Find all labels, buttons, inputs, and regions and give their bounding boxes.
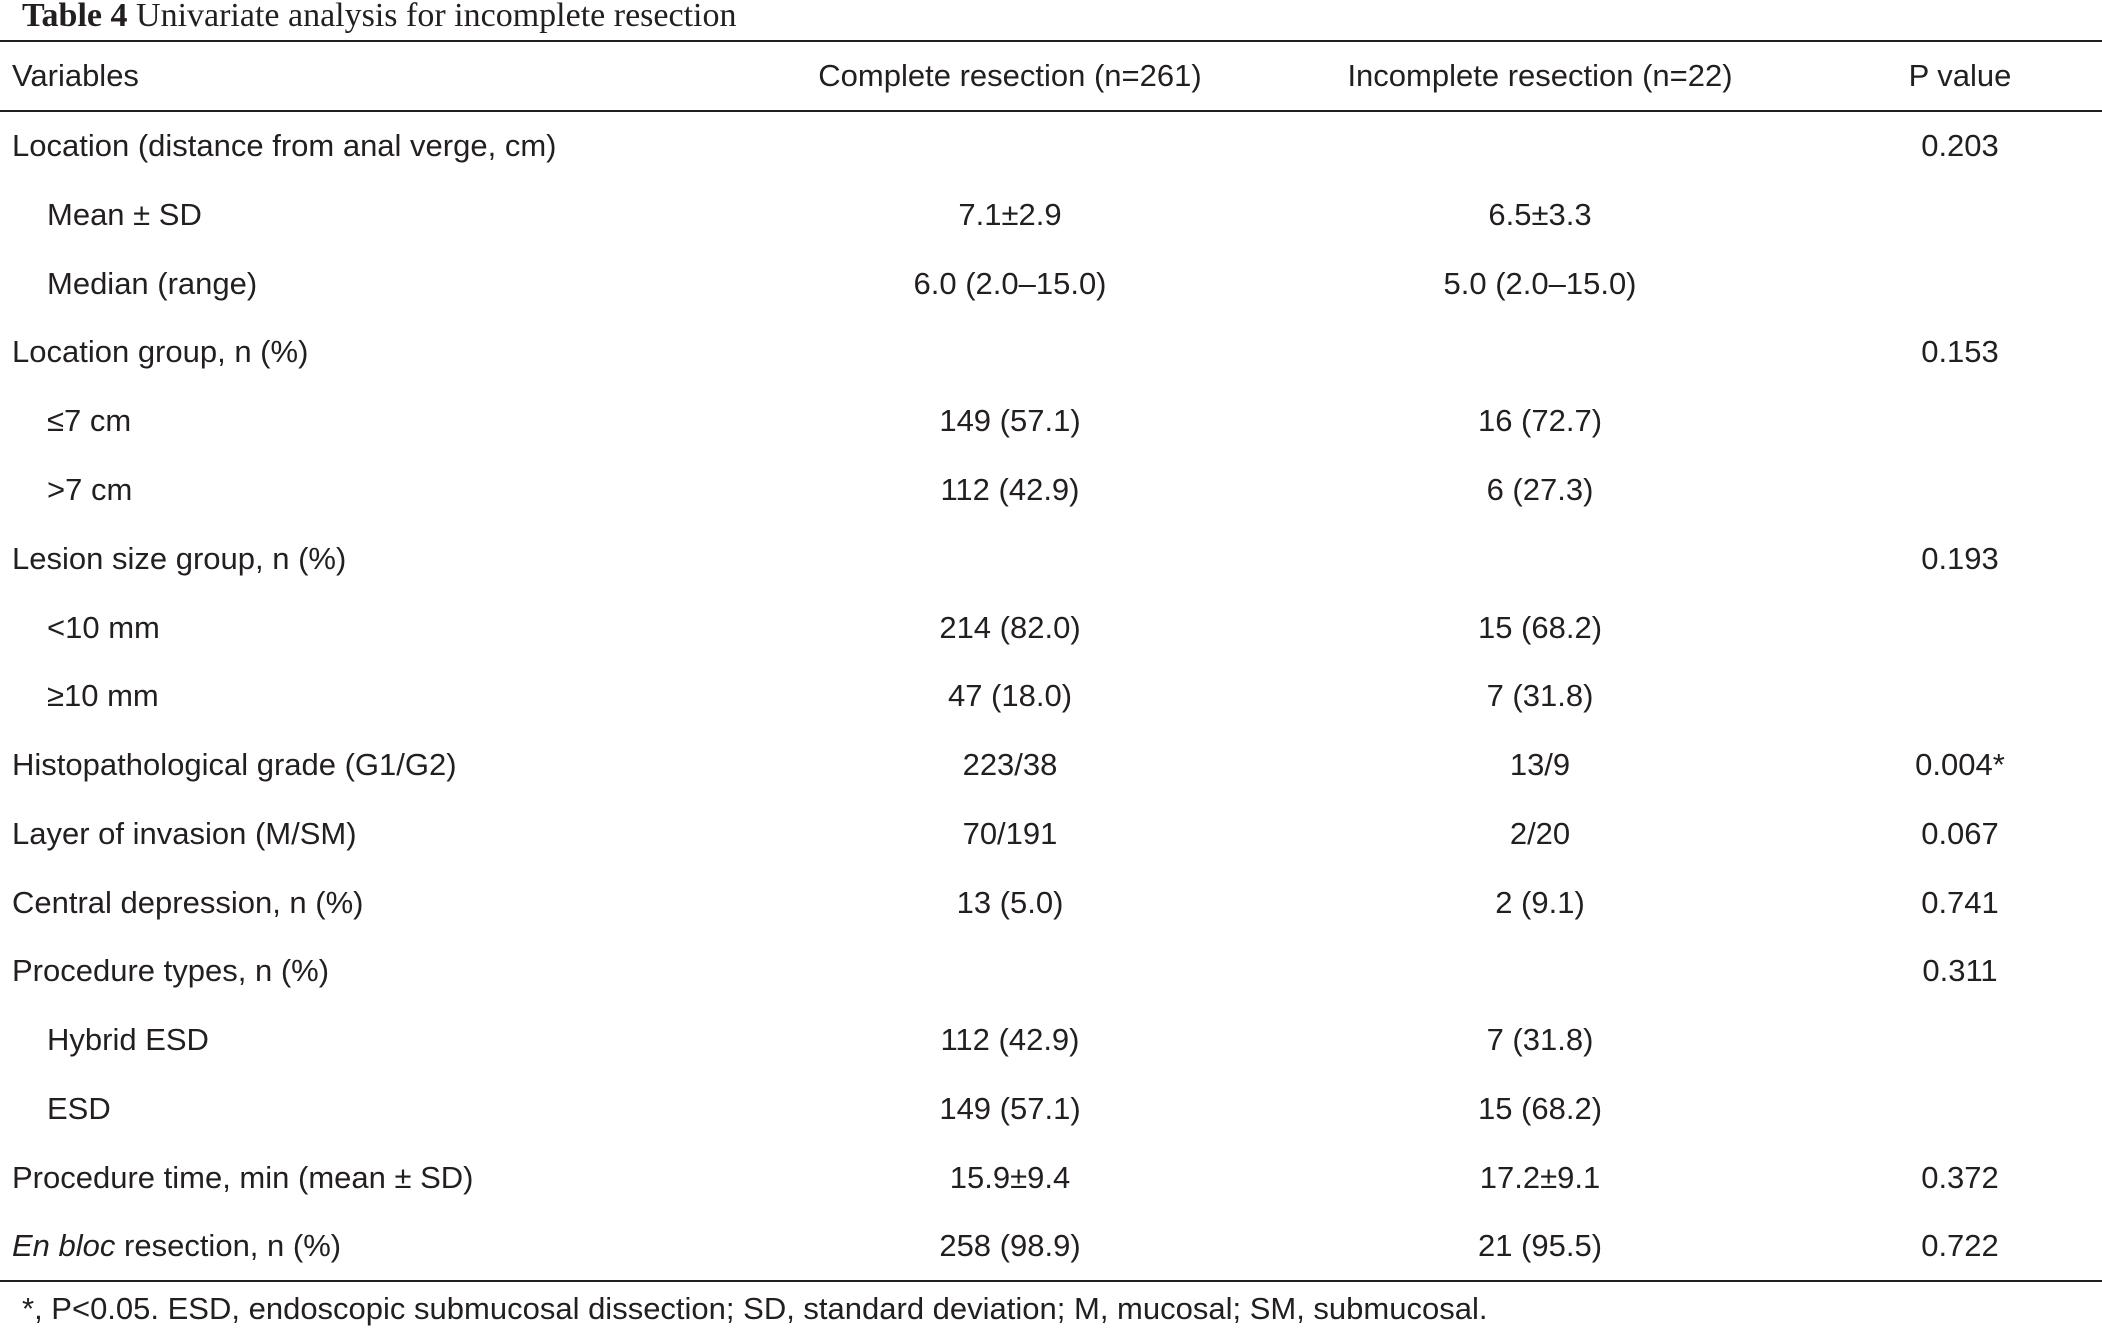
row-label: Layer of invasion (M/SM) <box>12 816 357 851</box>
table-row: Central depression, n (%) 13 (5.0) 2 (9.… <box>0 868 2102 937</box>
cell-incomplete: 7 (31.8) <box>1486 1022 1594 1057</box>
row-label: >7 cm <box>47 472 133 507</box>
cell-incomplete: 2/20 <box>1509 816 1571 851</box>
cell-complete <box>710 111 1310 180</box>
table-row: ≤7 cm 149 (57.1) 16 (72.7) <box>0 386 2102 455</box>
cell-incomplete: 21 (95.5) <box>1477 1228 1603 1263</box>
cell-p-value: 0.203 <box>1921 128 1999 163</box>
table-caption: Table 4 Univariate analysis for incomple… <box>22 0 736 36</box>
cell-p-value <box>1760 1005 2102 1074</box>
cell-incomplete: 17.2±9.1 <box>1479 1160 1601 1195</box>
table-row: Hybrid ESD 112 (42.9) 7 (31.8) <box>0 1005 2102 1074</box>
cell-incomplete <box>1240 111 1840 180</box>
cell-complete: 258 (98.9) <box>939 1228 1081 1263</box>
table-row: Lesion size group, n (%) 0.193 <box>0 524 2102 593</box>
table-row: En bloc resection, n (%) 258 (98.9) 21 (… <box>0 1211 2102 1280</box>
cell-complete: 223/38 <box>962 747 1058 782</box>
bottom-rule <box>0 1280 2102 1282</box>
row-label: Procedure time, min (mean ± SD) <box>12 1160 474 1195</box>
cell-p-value <box>1760 1074 2102 1143</box>
cell-incomplete <box>1240 936 1840 1005</box>
cell-incomplete: 13/9 <box>1509 747 1571 782</box>
table-row: ≥10 mm 47 (18.0) 7 (31.8) <box>0 661 2102 730</box>
cell-complete <box>710 936 1310 1005</box>
row-label-rest: resection, n (%) <box>115 1228 342 1263</box>
cell-complete: 149 (57.1) <box>939 403 1081 438</box>
table-row: Location group, n (%) 0.153 <box>0 317 2102 386</box>
cell-p-value: 0.193 <box>1921 541 1999 576</box>
cell-incomplete <box>1240 317 1840 386</box>
cell-complete: 7.1±2.9 <box>958 197 1062 232</box>
cell-incomplete: 6 (27.3) <box>1486 472 1594 507</box>
cell-incomplete: 2 (9.1) <box>1495 885 1585 920</box>
cell-p-value <box>1760 593 2102 662</box>
table-row: Median (range) 6.0 (2.0–15.0) 5.0 (2.0–1… <box>0 249 2102 318</box>
cell-incomplete: 15 (68.2) <box>1477 610 1603 645</box>
cell-incomplete: 6.5±3.3 <box>1488 197 1592 232</box>
row-label: Histopathological grade (G1/G2) <box>12 747 457 782</box>
cell-p-value: 0.372 <box>1921 1160 1999 1195</box>
cell-p-value <box>1760 386 2102 455</box>
row-label: Mean ± SD <box>47 197 202 232</box>
row-label: ESD <box>47 1091 111 1126</box>
cell-complete: 70/191 <box>962 816 1058 851</box>
header-variables: Variables <box>12 58 139 93</box>
table-row: Procedure time, min (mean ± SD) 15.9±9.4… <box>0 1143 2102 1212</box>
table-row: <10 mm 214 (82.0) 15 (68.2) <box>0 593 2102 662</box>
cell-p-value <box>1760 249 2102 318</box>
cell-complete: 15.9±9.4 <box>949 1160 1071 1195</box>
row-label: <10 mm <box>47 610 160 645</box>
cell-complete <box>710 524 1310 593</box>
cell-complete: 112 (42.9) <box>940 1022 1080 1057</box>
cell-incomplete <box>1240 524 1840 593</box>
header-complete-resection: Complete resection (n=261) <box>818 58 1202 93</box>
cell-incomplete: 5.0 (2.0–15.0) <box>1443 266 1637 301</box>
cell-complete <box>710 317 1310 386</box>
table-row: Layer of invasion (M/SM) 70/191 2/20 0.0… <box>0 799 2102 868</box>
cell-complete: 47 (18.0) <box>947 678 1073 713</box>
cell-complete: 214 (82.0) <box>939 610 1081 645</box>
cell-complete: 112 (42.9) <box>940 472 1080 507</box>
cell-p-value: 0.067 <box>1921 816 1999 851</box>
row-label: ≤7 cm <box>47 403 132 438</box>
row-label: Location group, n (%) <box>12 334 309 369</box>
table-number: Table 4 <box>22 0 128 34</box>
header-rule <box>0 110 2102 112</box>
row-label: Procedure types, n (%) <box>12 953 330 988</box>
table-row: ESD 149 (57.1) 15 (68.2) <box>0 1074 2102 1143</box>
row-label: Lesion size group, n (%) <box>12 541 347 576</box>
table-footnote: *, P<0.05. ESD, endoscopic submucosal di… <box>22 1291 1488 1326</box>
row-label: En bloc resection, n (%) <box>12 1211 341 1280</box>
cell-p-value: 0.153 <box>1921 334 1999 369</box>
table-row: Mean ± SD 7.1±2.9 6.5±3.3 <box>0 180 2102 249</box>
top-rule <box>0 40 2102 42</box>
row-label: Median (range) <box>47 266 258 301</box>
cell-p-value: 0.741 <box>1921 885 1999 920</box>
table-row: Histopathological grade (G1/G2) 223/38 1… <box>0 730 2102 799</box>
cell-complete: 149 (57.1) <box>939 1091 1081 1126</box>
cell-p-value <box>1760 180 2102 249</box>
header-row: Variables Complete resection (n=261) Inc… <box>0 41 2102 110</box>
cell-p-value <box>1760 661 2102 730</box>
cell-incomplete: 16 (72.7) <box>1477 403 1603 438</box>
table-row: Procedure types, n (%) 0.311 <box>0 936 2102 1005</box>
row-label: Hybrid ESD <box>47 1022 209 1057</box>
cell-p-value: 0.722 <box>1921 1228 1999 1263</box>
row-label: ≥10 mm <box>47 678 159 713</box>
cell-p-value: 0.004* <box>1915 747 2005 782</box>
header-incomplete-resection: Incomplete resection (n=22) <box>1347 58 1733 93</box>
table-row: Location (distance from anal verge, cm) … <box>0 111 2102 180</box>
table-title: Univariate analysis for incomplete resec… <box>136 0 737 34</box>
cell-p-value: 0.311 <box>1922 953 1998 988</box>
header-p-value: P value <box>1908 58 2012 93</box>
cell-incomplete: 15 (68.2) <box>1477 1091 1603 1126</box>
row-label: Location (distance from anal verge, cm) <box>12 128 557 163</box>
cell-incomplete: 7 (31.8) <box>1486 678 1594 713</box>
row-label-italic: En bloc <box>12 1228 116 1263</box>
cell-complete: 6.0 (2.0–15.0) <box>913 266 1107 301</box>
cell-p-value <box>1760 455 2102 524</box>
table-row: >7 cm 112 (42.9) 6 (27.3) <box>0 455 2102 524</box>
cell-complete: 13 (5.0) <box>956 885 1064 920</box>
row-label: Central depression, n (%) <box>12 885 364 920</box>
